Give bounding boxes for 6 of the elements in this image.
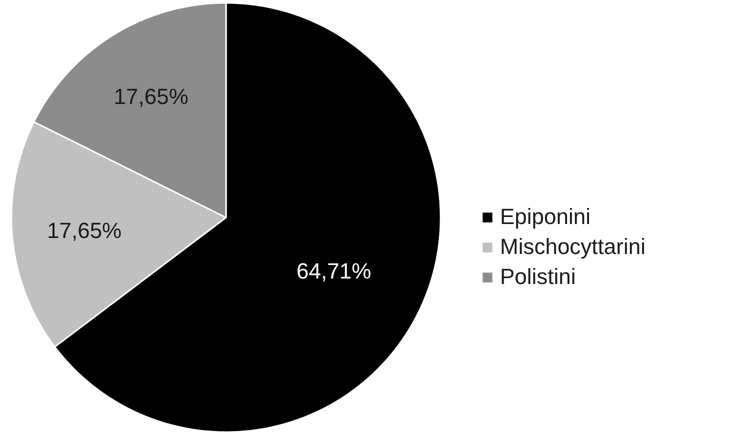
- data-label: 64,71%: [296, 258, 372, 284]
- legend-label: Mischocyttarini: [500, 234, 646, 260]
- data-label: 17,65%: [47, 218, 122, 244]
- legend-label: Polistini: [500, 264, 576, 290]
- legend-label: Epiponini: [500, 204, 591, 230]
- data-label: 17,65%: [114, 84, 188, 109]
